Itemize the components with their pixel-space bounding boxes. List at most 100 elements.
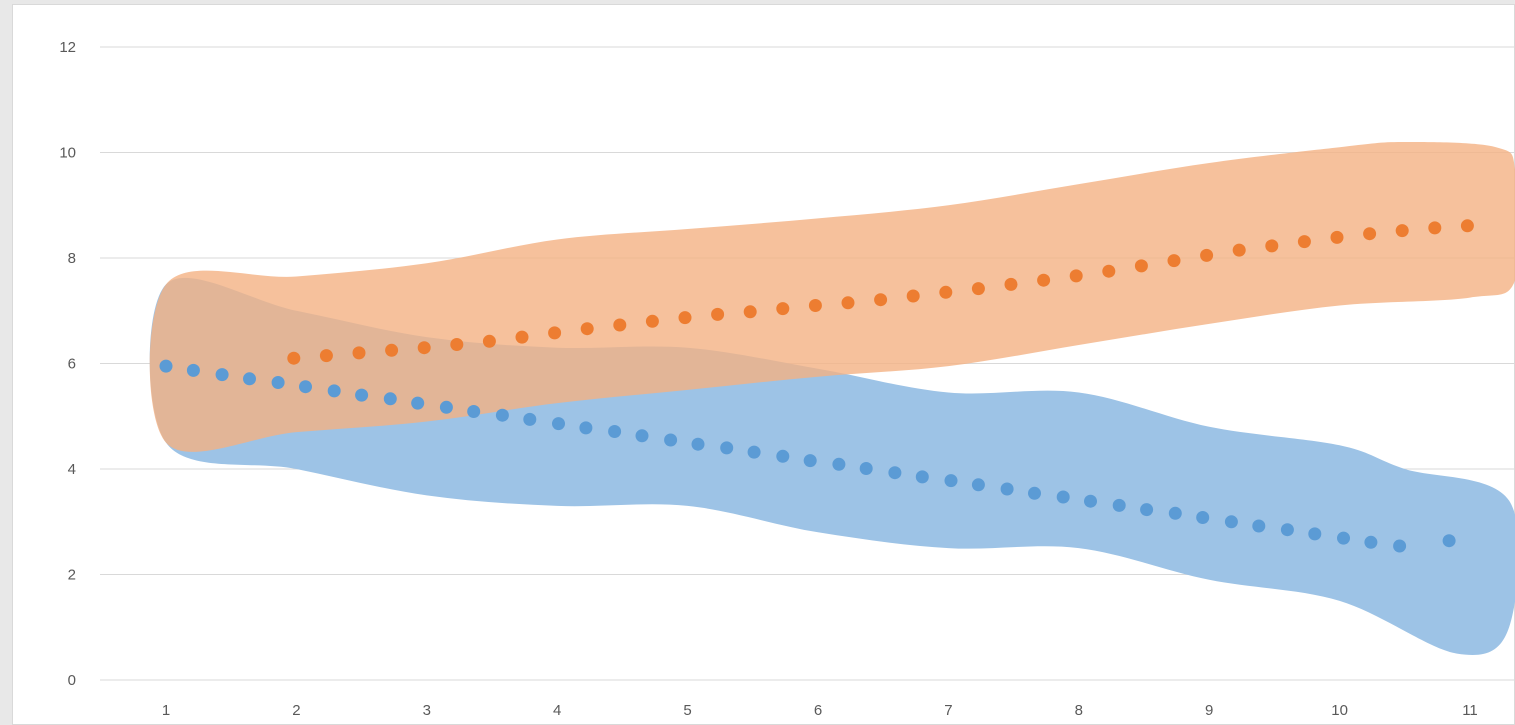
orange-data-point bbox=[1363, 227, 1377, 241]
orange-data-point bbox=[1395, 224, 1409, 238]
orange-data-point bbox=[1037, 273, 1051, 287]
blue-data-point bbox=[691, 437, 705, 451]
orange-data-point bbox=[711, 307, 725, 321]
blue-data-point bbox=[159, 359, 173, 373]
blue-data-point bbox=[299, 380, 312, 394]
blue-data-point bbox=[1056, 490, 1070, 504]
x-tick-label: 7 bbox=[944, 702, 952, 719]
x-tick-label: 8 bbox=[1075, 702, 1083, 719]
orange-data-point bbox=[874, 293, 888, 307]
blue-data-point bbox=[1084, 494, 1097, 508]
orange-data-point bbox=[1102, 264, 1116, 278]
blue-data-point bbox=[1308, 527, 1322, 541]
blue-data-point bbox=[971, 478, 985, 492]
blue-data-point bbox=[495, 408, 509, 422]
blue-data-point bbox=[1337, 531, 1350, 545]
confidence-bands bbox=[149, 142, 1515, 655]
blue-data-point bbox=[1364, 535, 1378, 549]
y-tick-label: 10 bbox=[59, 145, 76, 162]
data-points bbox=[159, 219, 1474, 553]
orange-data-point bbox=[743, 305, 757, 319]
orange-data-point bbox=[1069, 269, 1083, 283]
x-tick-label: 10 bbox=[1331, 702, 1348, 719]
orange-data-point bbox=[1232, 243, 1246, 257]
orange-data-point bbox=[1330, 230, 1344, 244]
y-tick-label: 2 bbox=[68, 567, 76, 584]
x-tick-label: 5 bbox=[683, 702, 691, 719]
blue-data-point bbox=[1280, 523, 1294, 537]
blue-data-point bbox=[552, 417, 565, 431]
y-tick-label: 6 bbox=[68, 356, 76, 373]
x-axis-ticks: 1 2 3 4 5 6 7 8 9 10 11 bbox=[162, 702, 1478, 719]
orange-data-point bbox=[287, 351, 301, 365]
orange-data-point bbox=[1265, 239, 1279, 253]
orange-data-point bbox=[1428, 221, 1442, 235]
blue-data-point bbox=[1252, 519, 1266, 533]
blue-data-point bbox=[635, 429, 649, 443]
blue-data-point bbox=[1000, 482, 1014, 496]
x-tick-label: 6 bbox=[814, 702, 822, 719]
orange-data-point bbox=[1134, 259, 1148, 273]
orange-data-point bbox=[1460, 219, 1474, 233]
blue-data-point bbox=[383, 392, 397, 406]
blue-data-point bbox=[1393, 539, 1407, 553]
orange-data-point bbox=[678, 311, 692, 325]
blue-data-point bbox=[915, 470, 929, 484]
x-tick-label: 2 bbox=[292, 702, 300, 719]
blue-data-point bbox=[355, 388, 369, 402]
blue-data-point bbox=[1140, 503, 1154, 517]
orange-data-point bbox=[841, 296, 855, 310]
orange-data-point bbox=[352, 346, 366, 360]
orange-data-point bbox=[776, 302, 790, 316]
orange-data-point bbox=[385, 343, 399, 357]
blue-data-point bbox=[888, 466, 902, 480]
orange-data-point bbox=[1004, 277, 1018, 291]
y-tick-label: 0 bbox=[68, 672, 76, 689]
blue-data-point bbox=[1112, 498, 1126, 512]
orange-data-point bbox=[319, 349, 333, 363]
y-axis-ticks: 0 2 4 6 8 10 12 bbox=[59, 39, 76, 689]
orange-data-point bbox=[1200, 248, 1214, 262]
blue-data-point bbox=[439, 400, 453, 414]
orange-data-point bbox=[1167, 254, 1181, 268]
blue-data-point bbox=[1442, 534, 1456, 548]
orange-data-point bbox=[580, 322, 594, 336]
y-tick-label: 4 bbox=[68, 461, 76, 478]
blue-data-point bbox=[467, 405, 481, 418]
blue-data-point bbox=[859, 462, 873, 475]
blue-data-point bbox=[608, 425, 622, 438]
blue-data-point bbox=[327, 384, 341, 398]
blue-data-point bbox=[832, 457, 846, 471]
blue-data-point bbox=[215, 368, 229, 382]
blue-data-point bbox=[747, 445, 761, 459]
blue-data-point bbox=[1224, 515, 1238, 529]
orange-data-point bbox=[613, 318, 627, 332]
orange-data-point bbox=[417, 341, 431, 355]
blue-data-point bbox=[720, 441, 734, 455]
blue-data-point bbox=[664, 433, 678, 447]
x-tick-label: 1 bbox=[162, 702, 170, 719]
blue-data-point bbox=[243, 372, 256, 386]
blue-data-point bbox=[411, 396, 425, 410]
y-tick-label: 8 bbox=[68, 250, 76, 267]
orange-data-point bbox=[482, 334, 496, 348]
orange-data-point bbox=[548, 326, 562, 340]
blue-data-point bbox=[1028, 486, 1041, 500]
orange-band bbox=[149, 142, 1515, 452]
orange-data-point bbox=[645, 314, 659, 328]
orange-data-point bbox=[1297, 235, 1311, 249]
orange-data-point bbox=[971, 282, 985, 296]
y-tick-label: 12 bbox=[59, 39, 76, 56]
orange-data-point bbox=[906, 289, 920, 303]
blue-data-point bbox=[1168, 506, 1182, 520]
x-tick-label: 3 bbox=[423, 702, 431, 719]
x-tick-label: 4 bbox=[553, 702, 561, 719]
orange-data-point bbox=[939, 285, 953, 299]
x-tick-label: 9 bbox=[1205, 702, 1213, 719]
blue-data-point bbox=[579, 421, 593, 435]
x-tick-label: 11 bbox=[1462, 702, 1478, 719]
blue-data-point bbox=[523, 412, 537, 426]
blue-data-point bbox=[1196, 511, 1210, 524]
blue-data-point bbox=[186, 363, 200, 377]
